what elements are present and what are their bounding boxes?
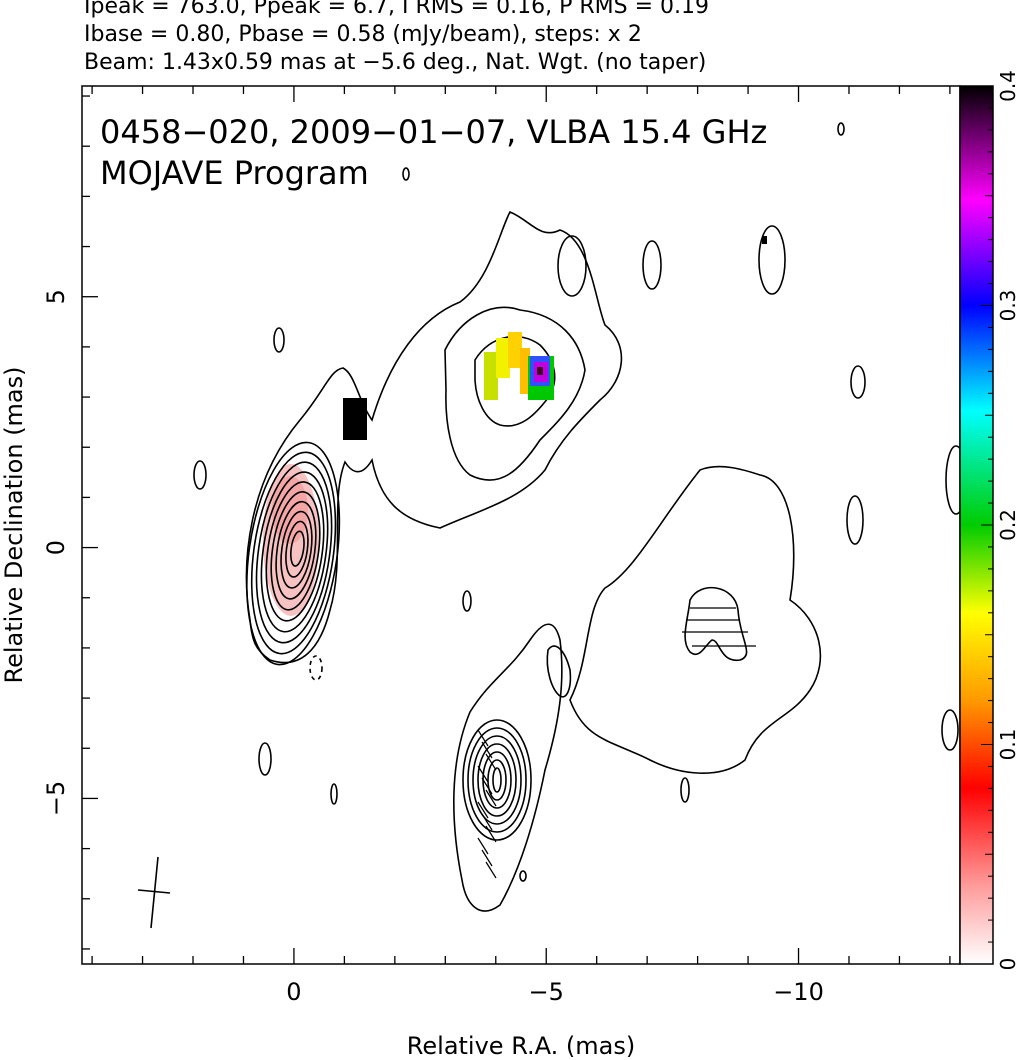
south-hatch [485,789,497,807]
x-tick-label: −10 [773,978,824,1006]
axis-ticks [82,86,951,964]
south-contour [472,735,522,825]
header-line-3: Beam: 1.43x0.59 mas at −5.6 deg., Nat. W… [84,50,707,75]
southwest-knot-hatch [682,607,756,647]
core-contour [260,471,329,633]
core-contour [270,491,321,611]
south-contour [492,767,502,793]
core-contour [265,481,325,622]
x-axis-label: Relative R.A. (mas) [407,1032,635,1060]
jet-knot-contour [557,235,587,297]
south-component-outer [453,623,563,912]
south-hatch [481,813,493,831]
map-layer [137,210,960,929]
core-contour [290,530,305,567]
south-contour [487,759,507,801]
colorbar-labels: 0 0.1 0.2 0.3 0.4 [996,70,1020,970]
south-hatch [477,801,489,819]
y-tick-label: −5 [42,781,70,816]
south-contour [462,719,532,841]
southwest-knot-contour [684,586,748,661]
colorbar-tick-label: 0.2 [996,509,1020,541]
south-bridge-contour [546,645,572,698]
south-hatch [477,729,489,747]
x-tick-label: 0 [286,978,301,1006]
colorbar-ticks [981,85,993,965]
x-tick-labels: 0 −5 −10 [286,978,824,1006]
south-component-contours [462,719,532,879]
colorbar-tick-label: 0.1 [996,729,1020,761]
south-contour [467,727,527,833]
y-tick-label: 5 [42,289,70,304]
south-contour [477,743,517,817]
south-hatch [477,765,489,783]
small-contours [193,225,960,882]
south-hatch [477,837,489,855]
jet-outer-contour [245,210,623,664]
core-contours [246,441,341,666]
colorbar-tick-label: 0.3 [996,290,1020,322]
core-contour [255,461,333,644]
y-axis-label: Relative Declination (mas) [0,366,28,683]
y-tick-label: 0 [42,540,70,555]
chart-title: 0458−020, 2009−01−07, VLBA 15.4 GHz [100,113,767,151]
colorbar-tick-label: 0 [996,958,1020,971]
core-contour [285,520,309,578]
jet-polarization [484,332,554,400]
chart-subtitle: MOJAVE Program [100,154,369,192]
y-tick-labels: 5 0 −5 [42,289,70,816]
header-line-1: Ipeak = 763.0, Ppeak = 6.7, I RMS = 0.16… [84,0,709,19]
beam-marker [137,856,171,929]
south-hatch [485,861,497,879]
title-beam-icons [402,122,845,181]
south-hatch [481,849,493,867]
south-hatch [481,777,493,795]
south-hatch [485,825,497,843]
polarization-saturated-blob [343,398,367,440]
core-contour [280,510,313,589]
colorbar-tick-label: 0.4 [996,70,1020,102]
x-tick-label: −5 [529,978,564,1006]
southwest-region-contour [569,465,822,774]
jet-inner-contour-1 [444,306,586,481]
south-hatch [485,753,497,771]
header-line-2: Ibase = 0.80, Pbase = 0.58 (mJy/beam), s… [84,22,642,47]
core-contour [275,500,317,600]
south-hatch [481,741,493,759]
core-contour [250,451,337,655]
